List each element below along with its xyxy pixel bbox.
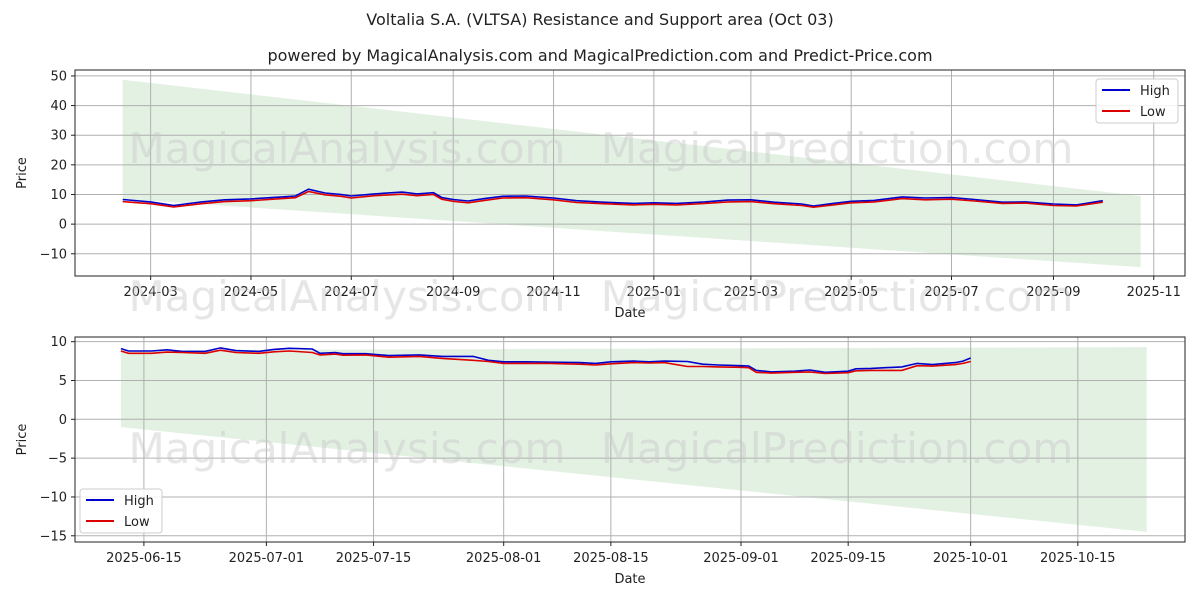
y-axis-label: Price xyxy=(15,157,30,189)
x-tick-label: 2025-07-01 xyxy=(229,551,305,566)
y-tick-label: 0 xyxy=(59,413,67,428)
series-line-high xyxy=(122,188,1103,207)
legend-label-high: High xyxy=(124,494,154,509)
legend-label-high: High xyxy=(1140,84,1170,99)
support-resistance-band xyxy=(122,79,1141,268)
x-tick-label: 2024-07 xyxy=(324,285,378,300)
x-tick-label: 2024-11 xyxy=(526,285,580,300)
series-line-low xyxy=(122,190,1103,209)
y-tick-label: 30 xyxy=(50,129,67,144)
x-tick-label: 2025-07 xyxy=(924,285,978,300)
y-tick-label: 20 xyxy=(50,158,67,173)
x-tick-label: 2025-11 xyxy=(1127,285,1181,300)
legend-label-low: Low xyxy=(1140,105,1166,120)
x-tick-label: 2024-09 xyxy=(426,285,480,300)
x-tick-label: 2025-08-15 xyxy=(573,551,649,566)
watermark-text: MagicalAnalysis.com xyxy=(129,124,566,173)
legend: High Low xyxy=(79,488,163,534)
y-tick-label: 50 xyxy=(50,69,67,84)
legend-label-low: Low xyxy=(124,515,150,530)
chart-panel-2: 2025-06-15 2025-07-01 2025-07-15 2025-08-01… xyxy=(15,335,1186,587)
x-tick-label: 2025-03 xyxy=(724,285,778,300)
x-tick-label: 2025-10-01 xyxy=(933,551,1009,566)
x-tick-label: 2025-07-15 xyxy=(336,551,412,566)
y-tick-label: −10 xyxy=(40,247,67,262)
x-tick-label: 2025-01 xyxy=(627,285,681,300)
x-tick-label: 2025-05 xyxy=(824,285,878,300)
plot-frame xyxy=(74,69,1186,277)
x-tick-label: 2025-09-15 xyxy=(810,551,886,566)
y-tick-label: −5 xyxy=(48,452,67,467)
chart-title: Voltalia S.A. (VLTSA) Resistance and Sup… xyxy=(366,10,834,29)
x-tick-label: 2025-08-01 xyxy=(466,551,542,566)
y-axis-label: Price xyxy=(15,424,30,456)
y-tick-label: −15 xyxy=(40,529,67,544)
x-tick-label: 2025-09 xyxy=(1026,285,1080,300)
series-line-high xyxy=(120,347,971,374)
x-tick-label: 2024-05 xyxy=(224,285,278,300)
x-tick-label: 2025-10-15 xyxy=(1040,551,1116,566)
watermark-text: MagicalAnalysis.com xyxy=(129,424,566,473)
watermark-text: MagicalAnalysis.com xyxy=(129,272,566,321)
x-axis-label: Date xyxy=(614,572,645,587)
watermark-text: MagicalPrediction.com xyxy=(601,272,1074,321)
watermark-text: MagicalPrediction.com xyxy=(601,124,1074,173)
y-tick-label: 10 xyxy=(50,335,67,350)
y-tick-label: 5 xyxy=(59,374,67,389)
legend: High Low xyxy=(1095,78,1179,124)
support-resistance-band xyxy=(120,347,1147,532)
y-tick-label: 40 xyxy=(50,99,67,114)
y-tick-label: 0 xyxy=(59,218,67,233)
chart-subtitle: powered by MagicalAnalysis.com and Magic… xyxy=(267,46,933,65)
x-tick-label: 2025-06-15 xyxy=(106,551,182,566)
chart-panel-1: 2024-03 2024-05 2024-07 2024-09 2024-11 2025-… xyxy=(15,69,1186,321)
plot-frame xyxy=(74,336,1186,543)
series-line-low xyxy=(120,349,971,375)
y-tick-label: 10 xyxy=(50,188,67,203)
x-tick-label: 2025-09-01 xyxy=(703,551,779,566)
x-tick-label: 2024-03 xyxy=(123,285,177,300)
x-axis-label: Date xyxy=(614,306,645,321)
y-tick-label: −10 xyxy=(40,490,67,505)
watermark-text: MagicalPrediction.com xyxy=(601,424,1074,473)
